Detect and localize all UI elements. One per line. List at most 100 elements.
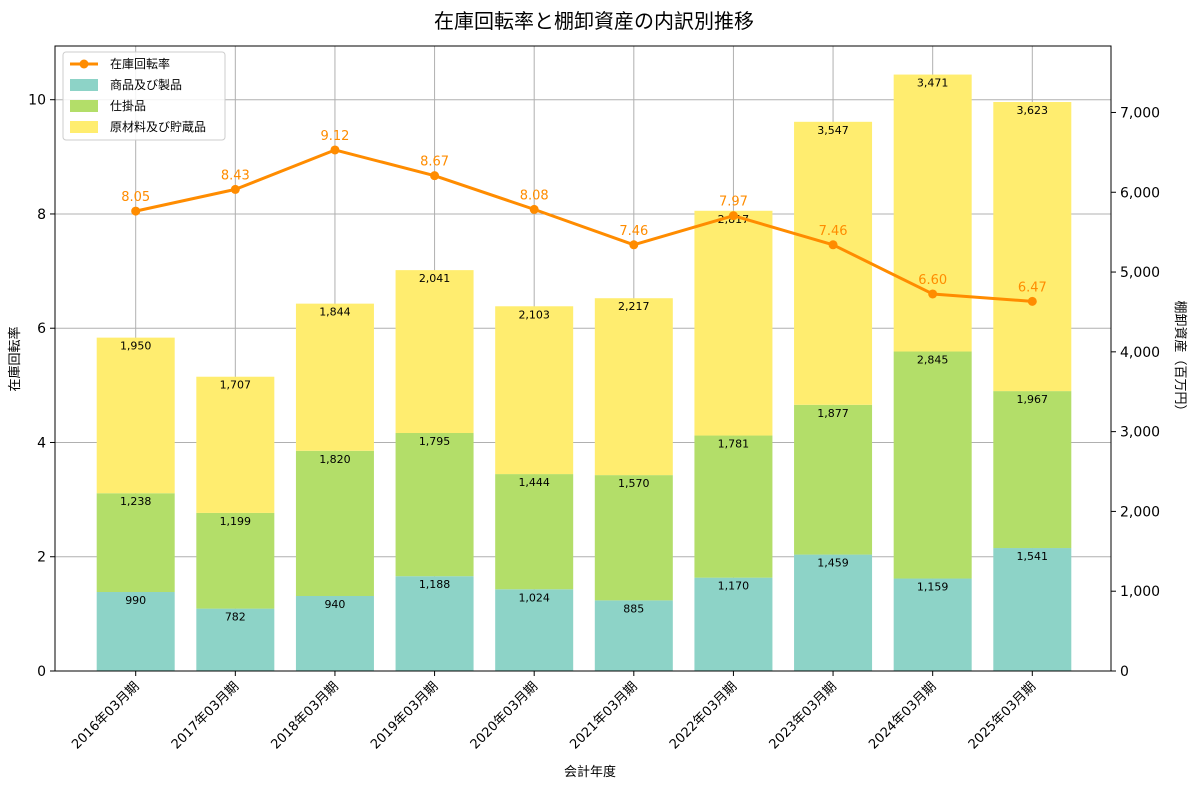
bar-value-label: 1,024 [518, 591, 550, 604]
right-tick-label: 6,000 [1120, 185, 1160, 201]
bar-segment [594, 475, 673, 601]
rate-line [135, 148, 1033, 303]
rate-point [230, 184, 240, 194]
bar-segment [395, 576, 474, 671]
rate-point [928, 289, 938, 299]
bar-value-label: 1,781 [718, 438, 750, 451]
bar-segment [295, 303, 374, 451]
bar-value-label: 2,103 [518, 308, 550, 321]
left-axis-label: 在庫回転率 [7, 326, 23, 391]
bar-segment [196, 608, 275, 671]
bar-segment [295, 595, 374, 671]
legend-label: 仕掛品 [110, 98, 146, 113]
left-tick-label: 0 [37, 664, 46, 680]
bar-segment [893, 578, 972, 671]
line-layer: 8.05 8.43 9.12 8.67 8.08 7.46 7.97 7.46 6.60 6.47 [121, 129, 1047, 306]
rate-value-label: 8.67 [420, 155, 449, 170]
x-tick-label: 2016年03月期 [69, 679, 142, 752]
right-tick-label: 4,000 [1120, 345, 1160, 361]
rate-point [1027, 296, 1037, 306]
bar-value-label: 1,795 [419, 435, 451, 448]
legend-label: 商品及び製品 [110, 77, 182, 92]
x-tick-label: 2021年03月期 [567, 679, 640, 752]
legend-box [62, 51, 226, 141]
bar-value-label: 1,444 [518, 476, 550, 489]
right-tick-label: 2,000 [1120, 504, 1160, 520]
bar-value-label: 1,199 [220, 515, 252, 528]
left-tick-label: 10 [28, 93, 46, 109]
bar-segment [495, 474, 574, 590]
bar-value-label: 1,170 [718, 580, 750, 593]
left-tick-label: 2 [37, 550, 46, 566]
legend-label: 原材料及び貯蔵品 [110, 120, 206, 134]
rate-value-label: 6.47 [1018, 280, 1047, 295]
bar-value-label: 940 [324, 598, 345, 611]
legend-label: 在庫回転率 [110, 56, 170, 71]
legend-swatch [70, 121, 98, 133]
x-tick-label: 2025年03月期 [966, 679, 1039, 752]
bar-segment [694, 210, 773, 436]
bar-segment [96, 493, 175, 593]
bar-segment [893, 351, 972, 579]
bar-segment [395, 432, 474, 577]
bar-segment [395, 270, 474, 433]
x-tick-label: 2022年03月期 [667, 679, 740, 752]
bar-segment [594, 298, 673, 476]
left-tick-label: 6 [37, 321, 46, 337]
x-tick-label: 2019年03月期 [368, 679, 441, 752]
rate-point [728, 211, 738, 221]
rate-point [629, 240, 639, 250]
bar-segment [893, 74, 972, 352]
bar-segment [694, 435, 773, 578]
bar-value-label: 1,877 [817, 407, 849, 420]
x-tick-label: 2024年03月期 [866, 679, 939, 752]
bar-value-label: 1,188 [419, 578, 451, 591]
rate-value-label: 9.12 [320, 129, 349, 144]
bar-segment [794, 554, 873, 671]
bar-value-label: 1,820 [319, 453, 351, 466]
bar-segment [993, 391, 1072, 549]
bar-labels-layer: 990 1,238 1,950 782 1,199 1,707 940 1,820 1,844 1… [120, 77, 1048, 624]
bars-layer [96, 74, 1072, 671]
bar-value-label: 2,845 [917, 354, 949, 367]
left-tick-label: 8 [37, 207, 46, 223]
bar-segment [794, 404, 873, 555]
right-tick-label: 1,000 [1120, 584, 1160, 600]
bar-segment [993, 102, 1072, 392]
left-tick-label: 4 [37, 435, 46, 451]
rate-point [330, 145, 340, 155]
bar-value-label: 885 [623, 602, 644, 615]
x-axis-label: 会計年度 [564, 764, 616, 780]
bar-value-label: 782 [225, 611, 246, 624]
bar-segment [794, 121, 873, 405]
bar-value-label: 1,950 [120, 340, 152, 353]
bar-value-label: 990 [125, 594, 146, 607]
bar-value-label: 3,623 [1017, 104, 1049, 117]
chart-title: 在庫回転率と棚卸資産の内訳別推移 [434, 9, 754, 33]
bar-segment [993, 548, 1072, 671]
bar-segment [96, 592, 175, 671]
rate-value-label: 6.60 [918, 273, 947, 288]
bar-value-label: 1,844 [319, 306, 351, 319]
bar-segment [196, 512, 275, 609]
bar-value-label: 1,459 [817, 557, 849, 570]
right-tick-label: 0 [1120, 664, 1129, 680]
x-tick-label: 2023年03月期 [767, 679, 840, 752]
rate-value-label: 7.97 [719, 195, 748, 210]
rate-value-label: 7.46 [619, 224, 648, 239]
legend-swatch [70, 79, 98, 91]
bar-value-label: 3,471 [917, 77, 949, 90]
bar-value-label: 1,570 [618, 477, 650, 490]
bar-segment [495, 306, 574, 475]
rate-point [529, 204, 539, 214]
legend-line-marker [79, 59, 89, 69]
rate-value-label: 8.08 [520, 188, 549, 203]
legend-swatch [70, 100, 98, 112]
right-tick-label: 3,000 [1120, 425, 1160, 441]
rate-point [131, 206, 141, 216]
rate-value-label: 7.46 [819, 224, 848, 239]
bar-segment [196, 376, 275, 513]
bar-segment [96, 337, 175, 494]
